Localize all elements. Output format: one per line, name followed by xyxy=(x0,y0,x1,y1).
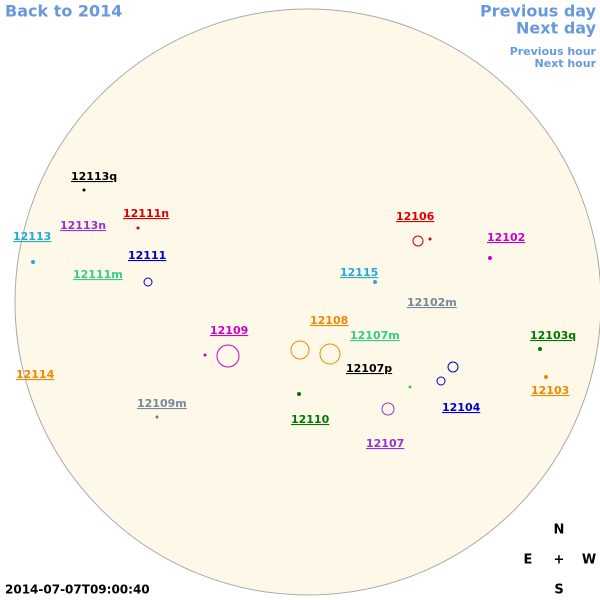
region-label[interactable]: 12109m xyxy=(137,397,187,410)
region-label[interactable]: 12110 xyxy=(291,413,330,426)
previous-day-link[interactable]: Previous day xyxy=(480,2,597,21)
region-label[interactable]: 12111 xyxy=(128,249,166,262)
sunspot xyxy=(297,392,301,396)
region-label[interactable]: 12109 xyxy=(210,324,248,337)
region-label[interactable]: 12107 xyxy=(366,437,404,450)
region-label[interactable]: 12111m xyxy=(73,268,123,281)
sunspot xyxy=(428,237,432,241)
region-label[interactable]: 12108 xyxy=(310,314,348,327)
region-label[interactable]: 12115 xyxy=(340,266,378,279)
sunspot xyxy=(447,361,459,373)
region-label[interactable]: 12103q xyxy=(530,329,576,342)
sunspot xyxy=(381,402,395,416)
sunspot xyxy=(408,385,412,389)
compass-south: S xyxy=(554,583,563,598)
region-label[interactable]: 12104 xyxy=(442,401,481,414)
region-label[interactable]: 12106 xyxy=(396,210,435,223)
sunspot xyxy=(538,347,542,351)
region-label[interactable]: 12114 xyxy=(16,368,55,381)
region-label[interactable]: 12113q xyxy=(71,170,117,183)
compass-center: + xyxy=(554,553,565,568)
region-label[interactable]: 12102 xyxy=(487,231,525,244)
next-day-link[interactable]: Next day xyxy=(516,19,597,38)
solar-disk xyxy=(14,8,600,596)
sunspot xyxy=(216,344,240,368)
region-label[interactable]: 12113 xyxy=(13,230,51,243)
region-label[interactable]: 12103 xyxy=(531,384,569,397)
timestamp: 2014-07-07T09:00:40 xyxy=(5,583,150,597)
sunspot xyxy=(436,376,446,386)
sunspot xyxy=(488,256,492,260)
sunspots xyxy=(31,188,548,419)
next-hour-link[interactable]: Next hour xyxy=(535,57,597,70)
sunspot xyxy=(319,343,341,365)
sunspot xyxy=(82,188,86,192)
compass-east: E xyxy=(524,553,533,568)
region-label[interactable]: 12113n xyxy=(60,219,106,232)
sunspot xyxy=(412,235,424,247)
region-label[interactable]: 12102m xyxy=(407,296,457,309)
sunspot xyxy=(143,277,153,287)
sunspot xyxy=(136,226,140,230)
previous-hour-link[interactable]: Previous hour xyxy=(510,45,597,58)
region-label[interactable]: 12111n xyxy=(123,207,169,220)
region-labels: 12113q 12111n 12113n 12113 12111 12111m … xyxy=(13,170,576,450)
region-label[interactable]: 12107m xyxy=(350,329,400,342)
sunspot xyxy=(290,340,310,360)
sunspot xyxy=(203,353,207,357)
compass-north: N xyxy=(554,523,565,538)
back-link[interactable]: Back to 2014 xyxy=(5,2,122,21)
region-label[interactable]: 12107p xyxy=(346,362,392,375)
sunspot xyxy=(544,375,548,379)
compass-west: W xyxy=(582,553,596,568)
sunspot xyxy=(155,415,159,419)
sunspot xyxy=(31,260,35,264)
sunspot xyxy=(373,280,377,284)
